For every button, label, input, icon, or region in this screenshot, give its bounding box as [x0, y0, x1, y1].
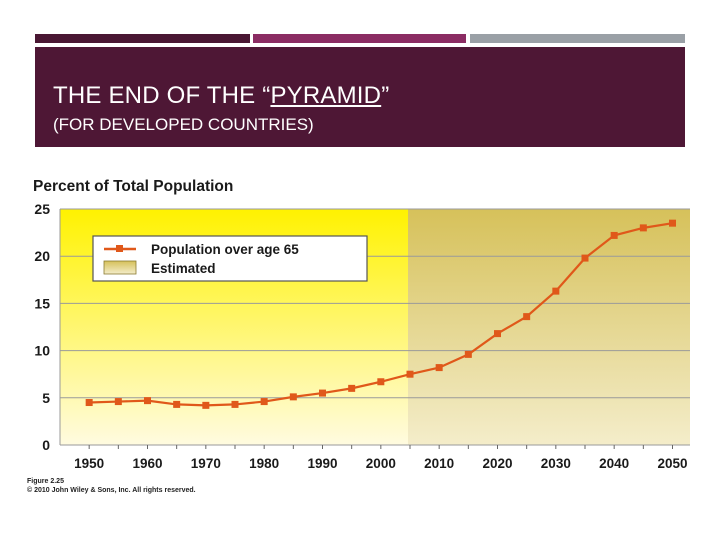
data-point — [85, 399, 93, 407]
x-tick-label: 2020 — [482, 456, 512, 471]
data-point — [669, 219, 676, 227]
x-tick-label: 2050 — [657, 456, 687, 471]
x-tick-label: 1990 — [307, 456, 337, 471]
x-tick-label: 1950 — [74, 456, 104, 471]
slide-subtitle: (FOR DEVELOPED COUNTRIES) — [53, 115, 314, 134]
chart-grid — [59, 208, 690, 446]
x-tick-label: 1960 — [132, 456, 162, 471]
data-point — [406, 370, 414, 378]
data-point — [260, 398, 268, 406]
data-point — [144, 397, 151, 405]
data-point — [494, 330, 501, 338]
slide-header: THE END OF THE “PYRAMID” (FOR DEVELOPED … — [35, 47, 685, 147]
y-tick-label: 15 — [34, 295, 50, 311]
legend-estimated-swatch — [103, 260, 137, 275]
data-point — [435, 364, 443, 372]
data-point — [552, 287, 560, 295]
figure-label: Figure 2.25 — [27, 478, 64, 485]
data-point — [581, 254, 589, 262]
x-tick-label: 2030 — [541, 456, 571, 471]
data-point — [464, 350, 472, 358]
data-point — [114, 398, 122, 406]
data-point — [610, 231, 618, 239]
data-point — [173, 400, 181, 408]
legend: Population over age 65 Estimated — [92, 235, 368, 282]
y-tick-label: 25 — [34, 201, 50, 217]
chart-title: Percent of Total Population — [33, 178, 233, 195]
data-point — [202, 401, 210, 409]
legend-series-label: Population over age 65 — [151, 242, 299, 257]
slide-title-suffix: ” — [381, 82, 390, 109]
data-point — [639, 224, 647, 232]
x-tick-label: 2040 — [599, 456, 629, 471]
accent-bar-middle — [253, 34, 466, 43]
x-tick-label: 1970 — [191, 456, 221, 471]
data-point — [377, 378, 385, 386]
data-point — [231, 400, 239, 408]
series-points — [85, 219, 676, 409]
accent-bar-right — [470, 34, 685, 43]
data-point — [348, 384, 356, 392]
x-tick-label: 1980 — [249, 456, 279, 471]
x-tick-label: 2010 — [424, 456, 454, 471]
accent-bar-left — [35, 34, 250, 43]
legend-box — [92, 235, 368, 282]
legend-estimated-label: Estimated — [151, 261, 216, 276]
slide-title-underlined: PYRAMID — [270, 82, 382, 109]
slide-title: THE END OF THE “PYRAMID” — [53, 82, 389, 110]
estimated-period-background — [408, 209, 690, 445]
y-tick-label: 5 — [42, 390, 50, 406]
data-point — [289, 393, 297, 401]
x-axis-ticks: 1950 1960 1970 1980 1990 2000 2010 2020 2030 2040… — [74, 445, 688, 471]
data-point — [319, 389, 326, 397]
slide-title-prefix: THE END OF THE “ — [53, 82, 271, 109]
x-tick-label: 2000 — [366, 456, 396, 471]
legend-series-marker — [116, 245, 123, 252]
y-tick-label: 0 — [42, 437, 50, 453]
data-point — [523, 313, 531, 321]
y-tick-label: 10 — [34, 343, 50, 359]
copyright-notice: © 2010 John Wiley & Sons, Inc. All right… — [27, 487, 196, 494]
y-axis-ticks: 0 5 10 15 20 25 — [34, 201, 50, 453]
y-tick-label: 20 — [34, 248, 50, 264]
